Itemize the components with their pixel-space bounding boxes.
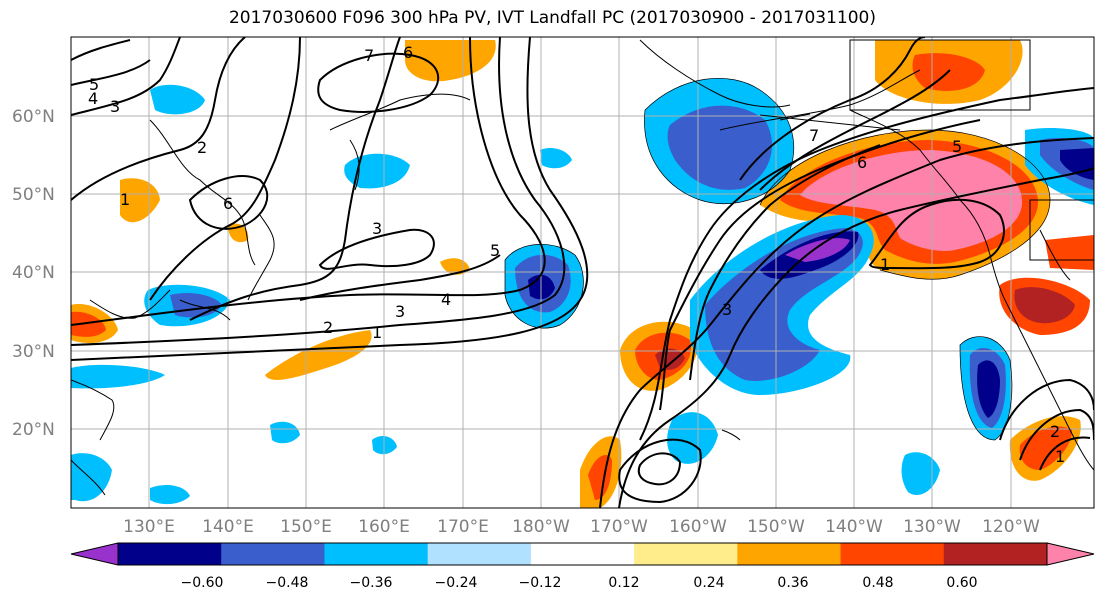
positive-anomaly-peak: [800, 150, 1023, 251]
colorbar-tick-label: −0.60: [181, 575, 224, 591]
contour-label: 7: [364, 46, 374, 65]
contour-label: 4: [88, 89, 98, 108]
contour-label: 3: [372, 219, 382, 238]
lon-label: 120°W: [982, 517, 1040, 537]
colorbar-segment: [530, 543, 635, 565]
contour-label: 1: [372, 323, 382, 342]
lon-label: 180°W: [512, 517, 570, 537]
region-boxes: [849, 39, 1094, 261]
colorbar-segment: [840, 543, 945, 565]
contour-label: 5: [89, 75, 99, 94]
contour-label: 5: [952, 137, 962, 156]
colorbar-tick-label: −0.36: [350, 575, 393, 591]
contour-label: 5: [490, 241, 500, 260]
lat-label: 30°N: [12, 342, 55, 362]
positive-anomaly-subtropical: [265, 330, 372, 380]
colorbar-segment: [943, 543, 1048, 565]
lat-label: 20°N: [12, 420, 55, 440]
lon-label: 170°W: [590, 517, 648, 537]
contour-label: 2: [1050, 422, 1060, 441]
lon-label: 140°E: [202, 517, 254, 537]
colorbar-tick-label: 0.60: [946, 575, 977, 591]
longitude-labels: 130°E 140°E 150°E 160°E 170°E 180°W 170°…: [123, 517, 1040, 537]
colorbar-tick-label: −0.24: [435, 575, 478, 591]
contour-label: 6: [403, 43, 413, 62]
colorbar-segment: [737, 543, 842, 565]
contour-label: 3: [722, 300, 732, 319]
colorbar-segment: [427, 543, 532, 565]
positive-anomaly-bering: [405, 40, 496, 82]
lon-label: 150°E: [280, 517, 332, 537]
lat-label: 40°N: [12, 263, 55, 283]
map-title: 2017030600 F096 300 hPa PV, IVT Landfall…: [228, 8, 876, 28]
contour-label: 2: [197, 138, 207, 157]
colorbar: −0.60 −0.48 −0.36 −0.24 −0.12 0.12 0.24 …: [70, 542, 1095, 591]
colorbar-tick-label: 0.12: [608, 575, 639, 591]
lon-label: 130°W: [903, 517, 961, 537]
coastlines: [71, 39, 1094, 496]
contour-label: 6: [223, 194, 233, 213]
contour-label: 4: [441, 290, 451, 309]
lat-label: 50°N: [12, 185, 55, 205]
map-frame: [70, 36, 1095, 509]
latitude-labels: 60°N 50°N 40°N 30°N 20°N: [12, 107, 55, 440]
lon-label: 150°W: [747, 517, 805, 537]
colorbar-segment: [324, 543, 429, 565]
negative-anomaly-alaska-core: [667, 105, 773, 190]
contour-label: 3: [110, 97, 120, 116]
contour-label: 1: [880, 255, 890, 274]
colorbar-tick-label: 0.48: [862, 575, 893, 591]
lon-label: 140°W: [825, 517, 883, 537]
colorbar-segment: [634, 543, 738, 565]
colorbar-segment: [118, 543, 222, 565]
lon-label: 160°E: [358, 517, 410, 537]
contour-label: 3: [395, 302, 405, 321]
colorbar-tick-label: −0.12: [519, 575, 562, 591]
colorbar-left-extension: [70, 542, 119, 566]
contour-label-group: 7 6 5 4 3 2 1 3 4 3 2 1 5 6 7 6 5 1 2 1 …: [88, 43, 1065, 466]
colorbar-tick-label: 0.24: [693, 575, 724, 591]
lat-label: 60°N: [12, 107, 55, 127]
colorbar-tick-label: −0.48: [266, 575, 309, 591]
contour-label: 6: [857, 153, 867, 172]
lon-label: 160°W: [669, 517, 727, 537]
lon-label: 130°E: [123, 517, 175, 537]
shading-outlines: [504, 78, 1051, 441]
shading-layer: [71, 40, 1094, 508]
colorbar-right-extension: [1046, 542, 1095, 566]
contour-label: 1: [120, 190, 130, 209]
colorbar-segment: [221, 543, 325, 565]
contour-label: 1: [1055, 447, 1065, 466]
colorbar-tick-label: 0.36: [777, 575, 808, 591]
contour-label: 7: [809, 126, 819, 145]
contour-label: 2: [323, 318, 333, 337]
pv-contours: [71, 37, 1094, 508]
lon-label: 170°E: [437, 517, 489, 537]
colorbar-border: [117, 542, 1048, 566]
